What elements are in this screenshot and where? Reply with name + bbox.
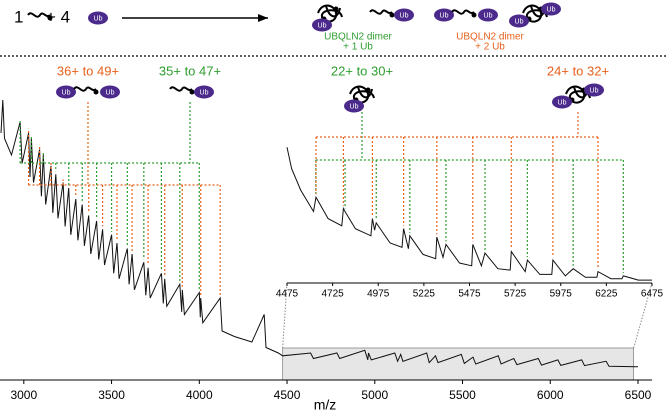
ub-label: Ub (94, 15, 103, 22)
chain-end (365, 87, 371, 93)
charge-range-label: 22+ to 30+ (331, 63, 393, 78)
protein-icon (27, 12, 53, 21)
ub-icon (194, 85, 214, 99)
ub-label: Ub (558, 99, 567, 106)
product-label: + 1 Ub (343, 42, 373, 53)
spectrum-trace (286, 147, 652, 281)
charge-range-label: 36+ to 49+ (57, 63, 119, 78)
ub-icon (344, 99, 364, 113)
x-tick-label: 5000 (361, 388, 388, 402)
ub-label: Ub (318, 22, 327, 29)
ub-label: Ub (350, 103, 359, 110)
chain (73, 86, 97, 92)
chain-end (47, 15, 53, 21)
protein-icon: Ub (344, 85, 375, 113)
zoom-guide (633, 282, 653, 349)
chain (169, 86, 193, 92)
product-label: UBQLN2 dimer (456, 32, 524, 43)
zoom-guide (282, 282, 288, 349)
ub-label: Ub (484, 12, 493, 19)
protein-icon: Ub Ub (434, 8, 498, 22)
ub-label: Ub (200, 89, 209, 96)
chain (369, 9, 393, 15)
product-label: + 2 Ub (475, 42, 505, 53)
ub-icon (56, 85, 76, 99)
ub-count: + 4 (46, 7, 70, 26)
x-tick-label: 4500 (274, 388, 301, 402)
protein-icon: Ub Ub (552, 83, 604, 109)
ub-icon (88, 11, 108, 25)
chain (27, 12, 51, 18)
x-tick-label: 5500 (449, 388, 476, 402)
ub-icon (478, 8, 498, 22)
zoom-region (282, 347, 635, 381)
ub-label: Ub (62, 89, 71, 96)
product-label: UBQLN2 dimer (324, 32, 392, 43)
ub-label: Ub (440, 12, 449, 19)
ub-label: Ub (515, 18, 524, 25)
protein-icon: Ub (369, 8, 414, 22)
inset-tick-label: 4975 (367, 289, 390, 300)
charge-range-label: 24+ to 32+ (547, 63, 609, 78)
chain-end (389, 12, 395, 18)
protein-icon: Ub Ub (509, 2, 561, 28)
ub-label: Ub (547, 6, 556, 13)
ub-icon (100, 85, 120, 99)
inset-tick-label: 5225 (413, 289, 436, 300)
ub-icon (394, 8, 414, 22)
x-axis-label: m/z (314, 397, 337, 413)
x-tick-label: 6000 (537, 388, 564, 402)
inset-tick-label: 4475 (276, 289, 299, 300)
protein-icon: Ub (88, 11, 108, 25)
x-tick-label: 4000 (186, 388, 213, 402)
ub-label: Ub (106, 89, 115, 96)
inset-tick-label: 6225 (595, 289, 618, 300)
chain-end (93, 89, 99, 95)
chain-end (471, 12, 477, 18)
chain (451, 9, 475, 15)
ub-icon (584, 83, 604, 97)
x-tick-label: 3000 (10, 388, 37, 402)
inset-tick-label: 5475 (458, 289, 481, 300)
ub-label: Ub (400, 12, 409, 19)
inset-tick-label: 5975 (550, 289, 573, 300)
tangle (317, 4, 343, 23)
arrow-head (258, 14, 268, 22)
chain-end (333, 6, 339, 12)
protein-icon: Ub Ub (56, 85, 120, 99)
charge-range-label: 35+ to 47+ (159, 63, 221, 78)
ub-icon (552, 95, 572, 109)
monomer-count: 1 (14, 7, 23, 26)
ub-icon (434, 8, 454, 22)
ub-icon (312, 18, 332, 32)
tangle (349, 85, 375, 104)
inset-tick-label: 5725 (504, 289, 527, 300)
x-tick-label: 3500 (98, 388, 125, 402)
ub-icon (541, 2, 561, 16)
protein-icon: Ub (312, 4, 343, 32)
spectrum-trace (0, 99, 639, 368)
x-tick-label: 6500 (625, 388, 652, 402)
protein-icon: Ub (169, 85, 214, 99)
inset-tick-label: 6475 (641, 289, 664, 300)
inset-tick-label: 4725 (322, 289, 345, 300)
chain-end (189, 89, 195, 95)
ub-label: Ub (590, 87, 599, 94)
ub-icon (509, 14, 529, 28)
